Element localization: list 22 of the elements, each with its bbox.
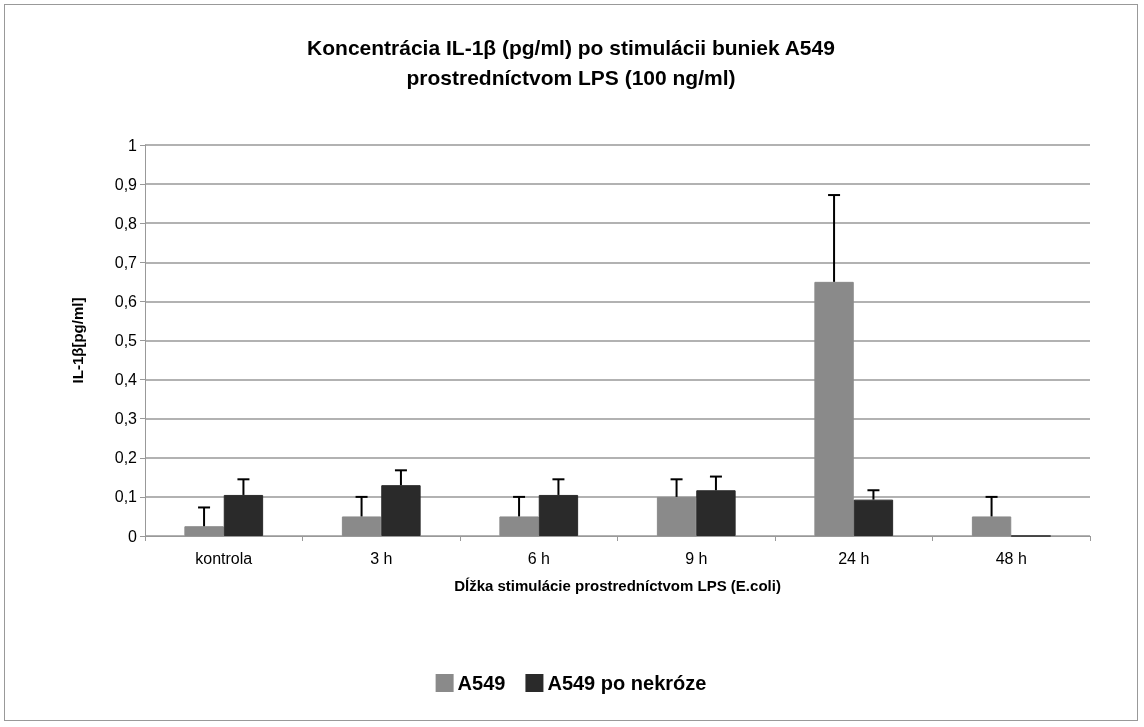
x-tick-label: 9 h bbox=[685, 549, 708, 567]
x-tick-label: 3 h bbox=[370, 549, 393, 567]
x-axis-title: Dĺžka stimulácie prostredníctvom LPS (E.coli) bbox=[454, 577, 781, 594]
y-tick-label: 1 bbox=[128, 136, 138, 154]
x-tick-label: kontrola bbox=[195, 549, 253, 567]
legend-label: A549 bbox=[457, 672, 506, 694]
y-tick-label: 0,3 bbox=[114, 410, 138, 428]
y-tick-label: 0 bbox=[128, 527, 138, 545]
y-tick-label: 0,6 bbox=[114, 292, 138, 310]
y-tick-label: 0,9 bbox=[114, 175, 138, 193]
y-tick-label: 0,8 bbox=[114, 214, 138, 232]
y-tick-label: 0,4 bbox=[114, 371, 138, 389]
legend-label: A549 po nekróze bbox=[547, 672, 707, 694]
x-tick-label: 48 h bbox=[995, 549, 1027, 567]
y-tick-label: 0,5 bbox=[114, 332, 138, 349]
y-tick-label: 0,2 bbox=[114, 449, 138, 467]
x-tick-label: 6 h bbox=[527, 549, 550, 567]
y-tick-label: 0,1 bbox=[114, 488, 138, 506]
x-tick-label: 24 h bbox=[838, 549, 870, 567]
y-axis-title: IL-1β[pg/ml] bbox=[69, 297, 86, 384]
y-tick-label: 0,7 bbox=[114, 253, 138, 271]
chart-title: Koncentrácia IL-1β (pg/ml) po stimulácii buniek A549 prostredníctvom LPS (100 ng/ml) bbox=[307, 35, 835, 89]
